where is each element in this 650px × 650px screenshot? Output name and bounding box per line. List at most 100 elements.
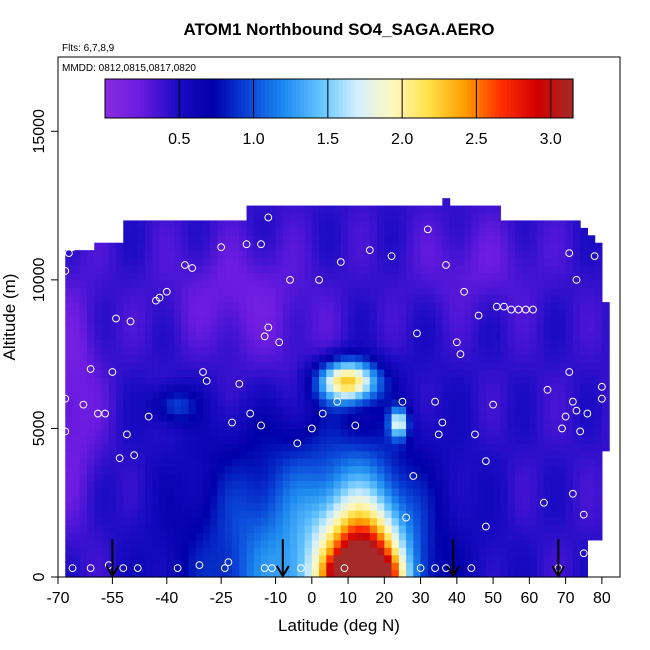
heatmap-cell [246,554,255,563]
heatmap-cell [188,510,197,519]
heatmap-cell [348,242,356,251]
heatmap-cell [514,539,523,548]
heatmap-cell [398,383,407,392]
heatmap-cell [72,465,81,474]
heatmap-cell [79,309,88,318]
heatmap-cell [87,398,95,407]
heatmap-cell [159,302,168,311]
heatmap-cell [587,242,596,251]
heatmap-cell [101,272,110,281]
heatmap-cell [406,539,414,548]
heatmap-cell [210,376,219,385]
heatmap-cell [580,450,588,459]
colorbar-tick-label: 1.5 [317,131,339,148]
heatmap-cell [174,346,182,355]
heatmap-cell [485,354,494,363]
heatmap-cell [536,324,545,333]
heatmap-cell [159,391,168,400]
heatmap-cell [275,458,284,467]
heatmap-cell [290,324,298,333]
heatmap-cell [377,517,385,526]
heatmap-cell [413,324,422,333]
heatmap-cell [442,473,451,482]
heatmap-cell [253,458,262,467]
heatmap-cell [268,510,277,519]
heatmap-cell [456,413,465,422]
heatmap-cell [145,525,153,534]
heatmap-cell [311,569,320,578]
colorbar-segment [557,79,562,118]
heatmap-cell [500,265,509,274]
heatmap-cell [391,257,400,266]
heatmap-cell [290,510,298,519]
colorbar-segment [487,79,492,118]
heatmap-cell [493,250,501,259]
heatmap-cell [224,257,233,266]
heatmap-cell [174,450,182,459]
heatmap-cell [406,309,414,318]
heatmap-cell [137,525,146,534]
heatmap-cell [485,428,494,437]
heatmap-cell [224,383,233,392]
heatmap-cell [543,406,552,415]
heatmap-cell [217,339,226,348]
heatmap-cell [594,532,603,541]
heatmap-cell [493,406,501,415]
heatmap-cell [319,265,327,274]
heatmap-cell [137,480,146,489]
heatmap-cell [246,235,255,244]
heatmap-cell [275,487,284,496]
heatmap-cell [427,413,436,422]
heatmap-cell [239,257,248,266]
heatmap-cell [551,502,559,511]
heatmap-cell [79,443,88,452]
heatmap-cell [297,547,306,556]
heatmap-cell [565,324,574,333]
heatmap-cell [464,309,472,318]
heatmap-cell [217,346,226,355]
heatmap-cell [435,339,443,348]
heatmap-cell [536,369,545,378]
heatmap-cell [326,324,335,333]
heatmap-cell [435,287,443,296]
heatmap-cell [413,376,422,385]
observation-point [286,275,294,284]
heatmap-cell [449,376,458,385]
heatmap-cell [261,279,269,288]
colorbar-segment [436,79,441,118]
heatmap-cell [145,324,153,333]
heatmap-cell [94,525,103,534]
heatmap-cell [514,443,523,452]
heatmap-cell [297,346,306,355]
heatmap-cell [485,480,494,489]
heatmap-cell [333,480,342,489]
heatmap-cell [326,495,335,504]
heatmap-cell [348,354,356,363]
heatmap-cell [456,331,465,340]
heatmap-cell [369,383,378,392]
heatmap-cell [340,376,349,385]
heatmap-cell [290,346,298,355]
heatmap-cell [210,220,219,229]
heatmap-cell [137,272,146,281]
heatmap-cell [203,324,211,333]
heatmap-cell [594,502,603,511]
heatmap-cell [166,539,175,548]
heatmap-cell [391,250,400,259]
heatmap-cell [261,502,269,511]
heatmap-cell [130,554,139,563]
heatmap-cell [311,450,320,459]
heatmap-cell [398,532,407,541]
colorbar-segment [463,79,469,118]
observation-point [438,418,447,427]
heatmap-cell [232,443,240,452]
heatmap-cell [101,413,110,422]
heatmap-cell [572,302,581,311]
heatmap-cell [159,450,168,459]
heatmap-cell [362,354,371,363]
colorbar-segment [300,79,305,118]
observation-point [579,549,588,558]
heatmap-cell [500,569,509,578]
heatmap-cell [130,458,139,467]
heatmap-cell [130,539,139,548]
